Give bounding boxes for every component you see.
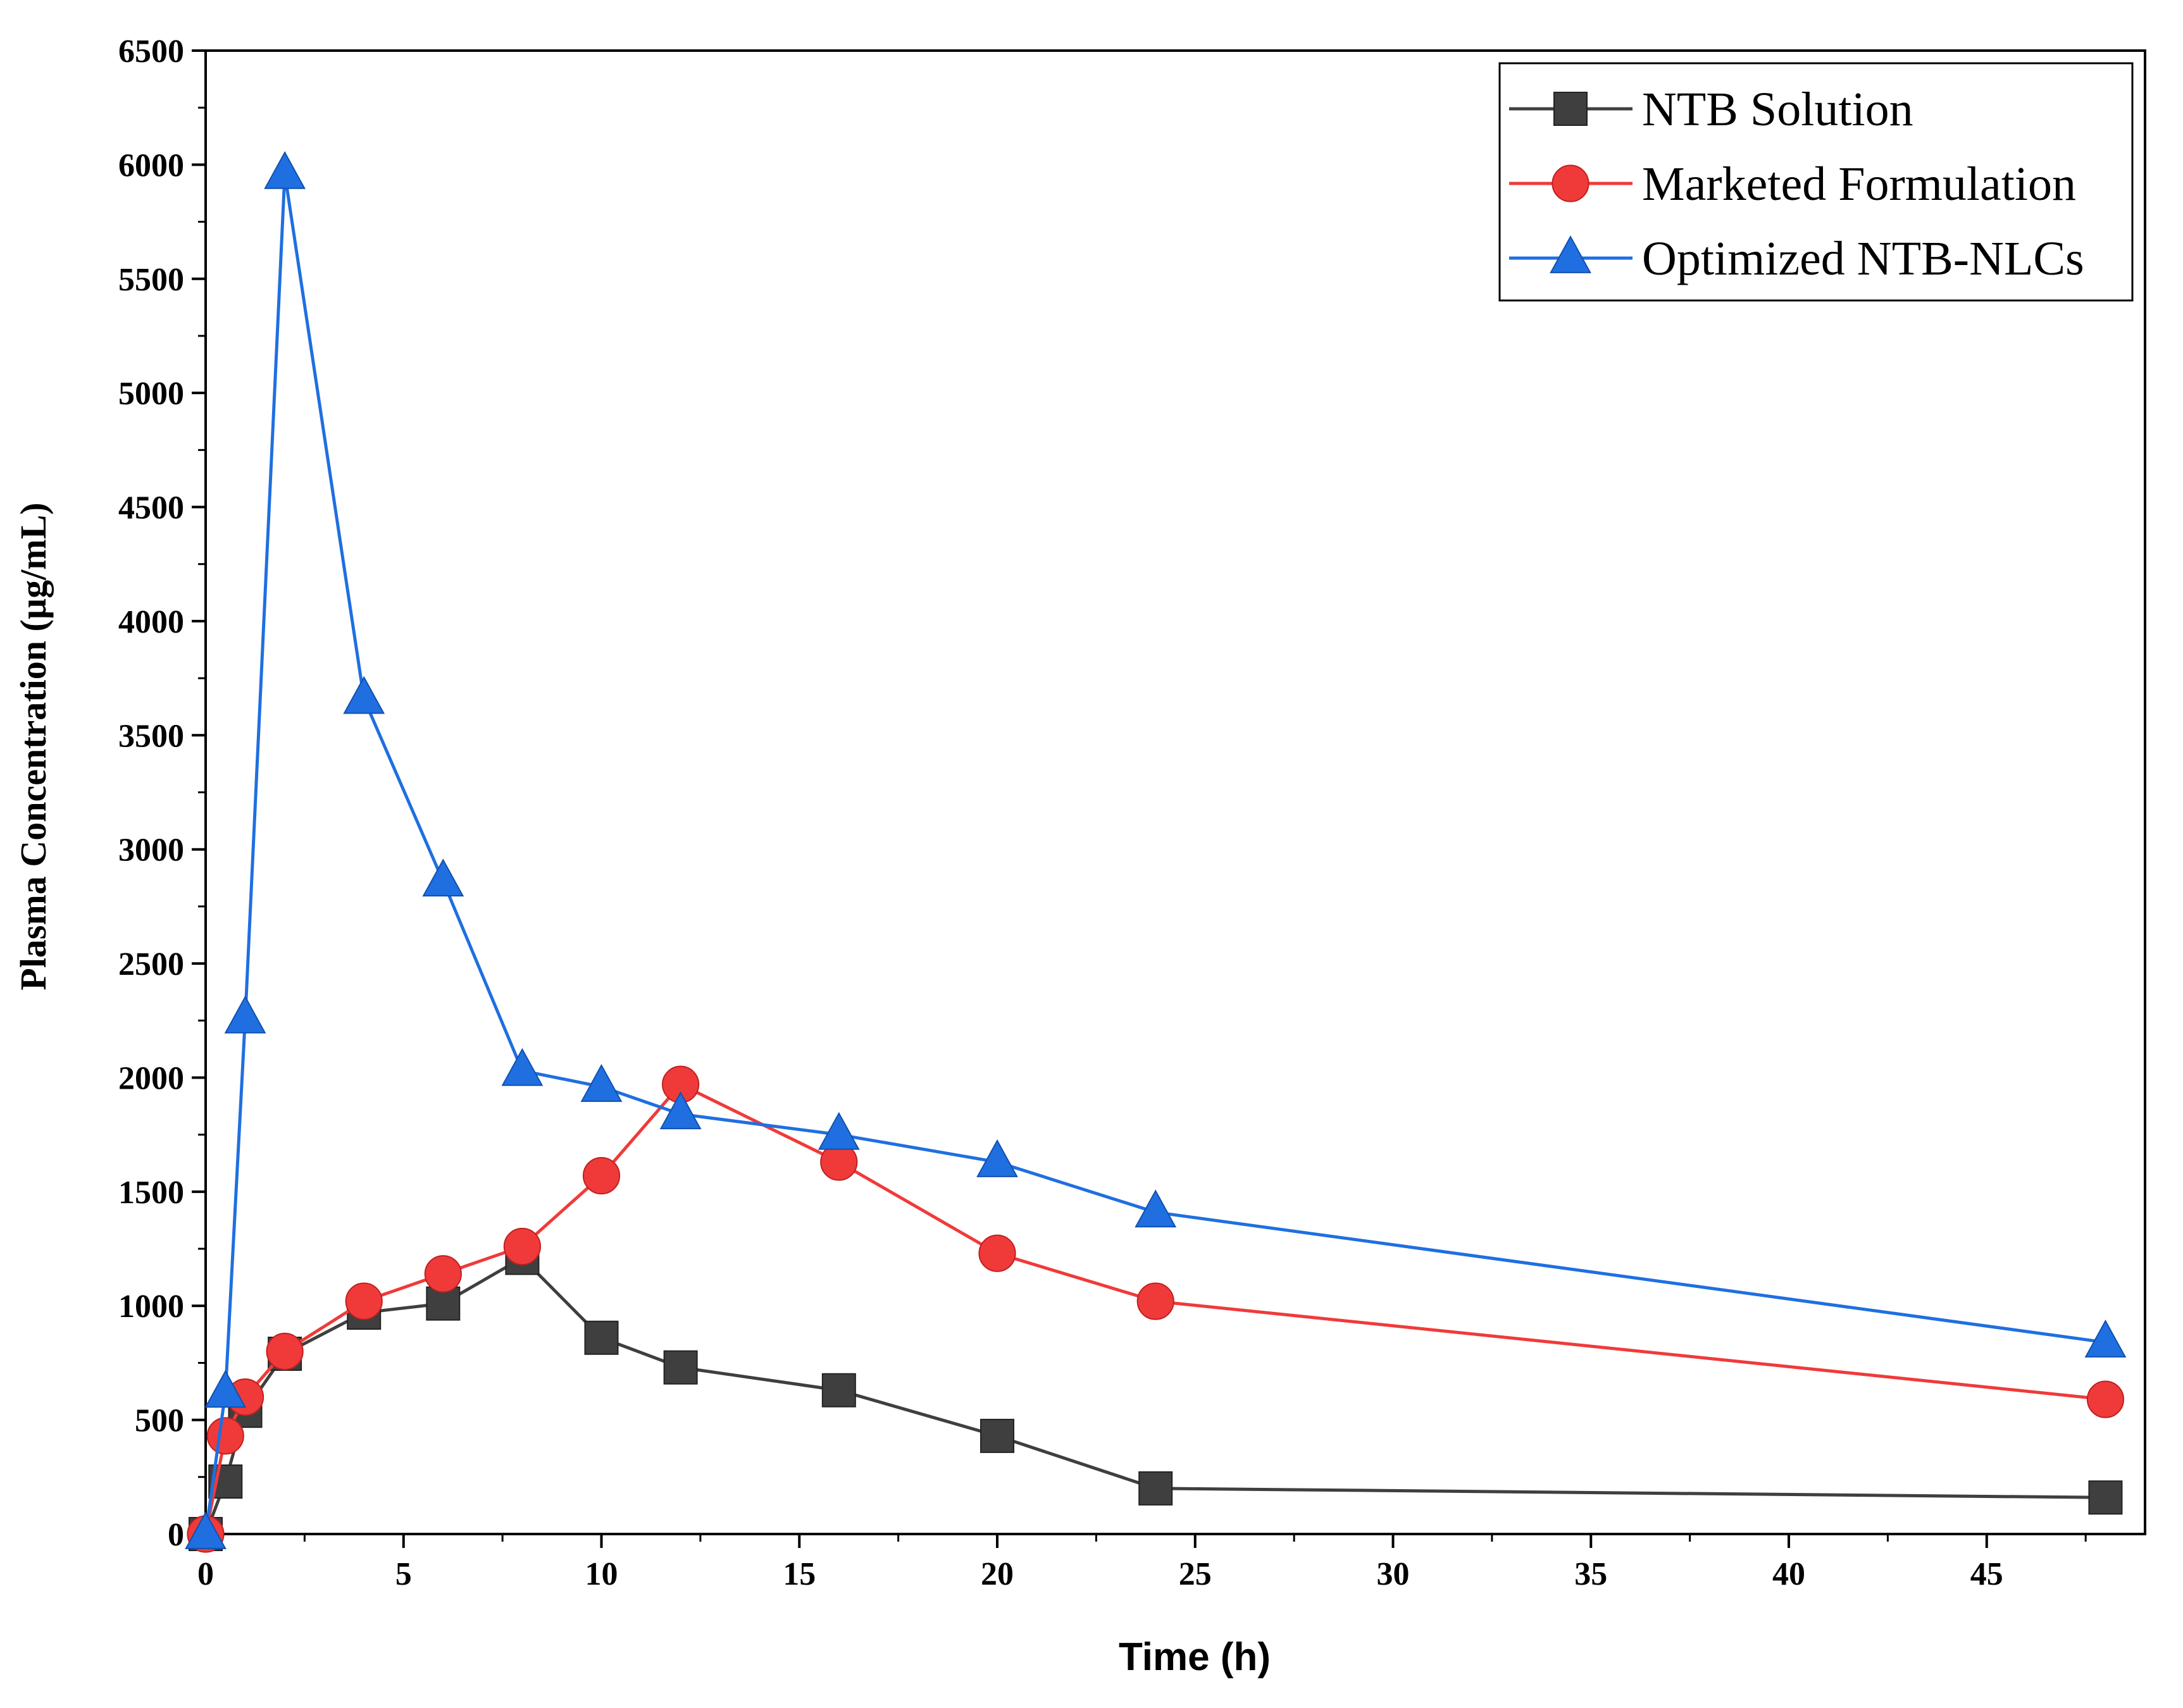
circle-marker: [345, 1282, 383, 1320]
circle-marker: [424, 1255, 462, 1293]
x-axis-title: Time (h): [1119, 1635, 1271, 1679]
circle-marker: [2086, 1380, 2125, 1418]
triangle-marker: [580, 1063, 623, 1102]
y-tick-label: 500: [135, 1403, 184, 1439]
x-tick-label: 25: [1179, 1556, 1212, 1592]
x-tick-label: 40: [1772, 1556, 1805, 1592]
x-tick-label: 10: [585, 1556, 618, 1592]
triangle-marker: [264, 151, 306, 189]
square-marker: [584, 1320, 619, 1355]
legend-label: NTB Solution: [1642, 83, 1913, 136]
y-tick-label: 5500: [118, 262, 184, 298]
y-tick-label: 1500: [118, 1175, 184, 1211]
triangle-marker: [204, 1370, 247, 1408]
circle-marker: [1136, 1282, 1174, 1320]
triangle-marker: [343, 676, 385, 714]
legend-item: Marketed Formulation: [1509, 158, 2076, 211]
y-tick-label: 6500: [118, 34, 184, 70]
circle-marker: [978, 1234, 1016, 1272]
legend-label: Optimized NTB-NLCs: [1642, 232, 2084, 285]
y-tick-label: 6000: [118, 147, 184, 183]
circle-marker: [503, 1227, 542, 1266]
x-tick-label: 45: [1970, 1556, 2003, 1592]
circle-marker: [266, 1332, 304, 1370]
y-tick-label: 3000: [118, 832, 184, 869]
circle-marker: [1552, 164, 1589, 202]
square-marker: [2088, 1480, 2123, 1515]
circle-marker: [206, 1417, 244, 1455]
y-tick-label: 2500: [118, 946, 184, 982]
x-tick-label: 15: [783, 1556, 816, 1592]
series-triangle: [185, 151, 2127, 1549]
triangle-marker: [501, 1048, 544, 1086]
triangle-marker: [2084, 1320, 2127, 1358]
x-tick-label: 35: [1574, 1556, 1607, 1592]
axes-layer: 0 500 1000 1500 2000 2500 3000 3500 4000 4500 5000…: [118, 34, 2146, 1592]
x-tick-label: 5: [395, 1556, 412, 1592]
triangle-marker: [1550, 235, 1591, 273]
triangle-marker: [185, 1511, 227, 1549]
legend: NTB Solution Marketed Formulation Optimize…: [1498, 62, 2134, 302]
triangle-marker: [659, 1091, 702, 1130]
legend-item: NTB Solution: [1509, 83, 1913, 136]
square-marker: [980, 1418, 1015, 1453]
series-layer: [185, 151, 2127, 1553]
square-marker: [1138, 1471, 1173, 1506]
legend-label: Marketed Formulation: [1642, 158, 2076, 211]
legend-item: Optimized NTB-NLCs: [1509, 232, 2084, 285]
y-tick-label: 4500: [118, 490, 184, 526]
x-tick-label: 0: [197, 1556, 214, 1592]
y-tick-label: 4000: [118, 604, 184, 640]
square-marker: [1553, 92, 1588, 126]
y-axis-title: Plasma Concentration (µg/mL): [13, 502, 54, 990]
y-tick-label: 5000: [118, 376, 184, 412]
y-tick-label: 2000: [118, 1060, 184, 1096]
circle-marker: [582, 1156, 621, 1195]
triangle-marker: [224, 995, 266, 1034]
x-tick-label: 30: [1377, 1556, 1410, 1592]
y-tick-label: 1000: [118, 1289, 184, 1325]
series-line: [204, 172, 2106, 1535]
y-tick-label: 0: [168, 1517, 184, 1553]
y-tick-label: 3500: [118, 718, 184, 754]
triangle-marker: [976, 1139, 1018, 1177]
x-tick-label: 20: [981, 1556, 1014, 1592]
triangle-marker: [1135, 1189, 1177, 1228]
triangle-marker: [818, 1111, 860, 1150]
square-marker: [663, 1350, 698, 1385]
square-marker: [821, 1373, 856, 1408]
triangle-marker: [422, 858, 464, 897]
